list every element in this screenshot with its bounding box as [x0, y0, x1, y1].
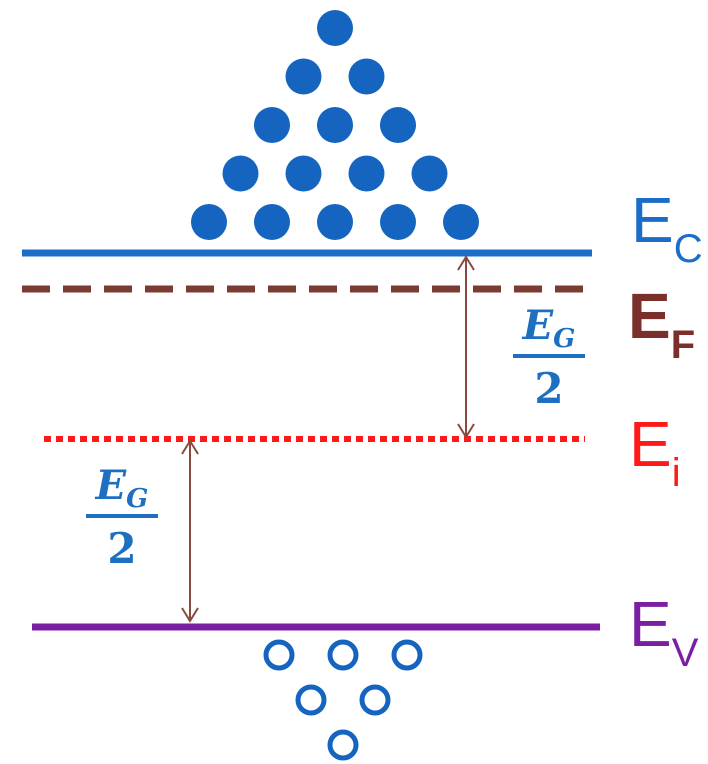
fraction-bar — [513, 354, 585, 358]
half-gap-fraction-upper: EG 2 — [513, 306, 585, 410]
electron-dot — [443, 204, 479, 240]
hole-triangle — [263, 639, 423, 761]
gap-arrow-left — [181, 439, 199, 623]
numerator-subscript: G — [553, 324, 576, 354]
numerator-subscript: G — [126, 484, 149, 514]
hole-circle — [263, 639, 295, 671]
half-gap-fraction-lower: EG 2 — [86, 466, 158, 570]
hole-circle — [295, 684, 327, 716]
numerator-symbol: E — [95, 462, 127, 509]
electron-dot — [317, 107, 353, 143]
electron-dot — [254, 204, 290, 240]
electron-dot — [380, 204, 416, 240]
hole-circle — [327, 729, 359, 761]
intrinsic-level-subscript: i — [671, 451, 681, 495]
electron-triangle — [191, 10, 479, 240]
electron-dot — [411, 155, 448, 192]
fraction-numerator: EG — [86, 466, 158, 514]
electron-dot — [222, 155, 259, 192]
electron-dot — [317, 10, 353, 46]
numerator-symbol: E — [522, 302, 554, 349]
valence-band-subscript: V — [671, 631, 699, 675]
fermi-level-label: EF — [628, 280, 695, 365]
fraction-bar — [86, 514, 158, 518]
electron-dot — [254, 107, 290, 143]
valence-band-label: EV — [629, 588, 698, 673]
intrinsic-level-symbol: E — [629, 408, 672, 480]
electron-dot — [285, 155, 322, 192]
fraction-denominator: 2 — [107, 524, 137, 573]
valence-band-symbol: E — [629, 588, 672, 660]
electron-dot — [285, 58, 322, 95]
electron-dot — [348, 155, 385, 192]
hole-circle — [327, 639, 359, 671]
intrinsic-level-label: Ei — [629, 408, 681, 493]
conduction-band-subscript: C — [673, 227, 703, 271]
gap-arrow-right — [457, 255, 475, 439]
electron-dot — [191, 204, 227, 240]
electron-dot — [380, 107, 416, 143]
conduction-band-symbol: E — [631, 184, 674, 256]
electron-dot — [317, 204, 353, 240]
fermi-level-symbol: E — [628, 280, 671, 352]
fermi-level-subscript: F — [670, 323, 696, 367]
electron-dot — [348, 58, 385, 95]
hole-circle — [359, 684, 391, 716]
fraction-numerator: EG — [513, 306, 585, 354]
conduction-band-label: EC — [631, 184, 703, 269]
fraction-denominator: 2 — [534, 364, 564, 413]
hole-circle — [391, 639, 423, 671]
